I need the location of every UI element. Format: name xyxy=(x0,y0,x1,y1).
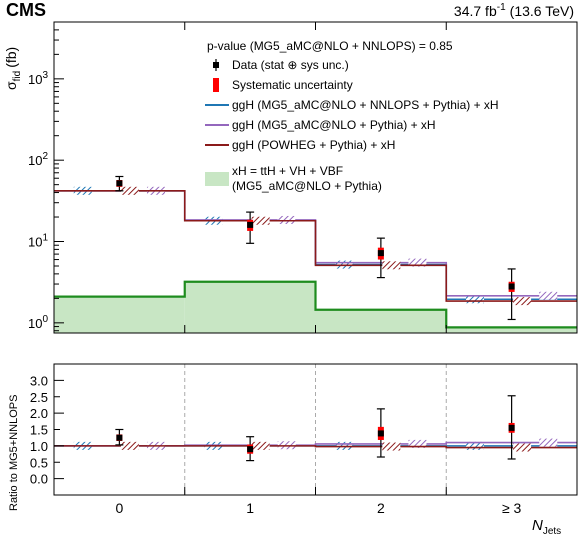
main-data-marker xyxy=(247,221,254,228)
powheg-uncertainty-box xyxy=(513,297,532,306)
ratio-mg5-uncertainty-box xyxy=(539,438,558,447)
legend-mg5-label: ggH (MG5_aMC@NLO + Pythia) + xH xyxy=(232,118,436,132)
ratio-data-marker xyxy=(247,446,254,453)
ratio-ylabel: Ratio to MG5+NNLOPS xyxy=(8,395,20,511)
ratio-powheg-uncertainty-box xyxy=(382,442,401,451)
legend-entry-xh: xH = ttH + VH + VBF (MG5_aMC@NLO + Pythi… xyxy=(205,164,382,193)
main-lines xyxy=(54,186,577,329)
main-ylabel-unit: (fb) xyxy=(3,47,19,68)
ratio-data-marker xyxy=(116,434,123,441)
legend-xh-swatch xyxy=(205,172,229,186)
lumi-value: 34.7 fb xyxy=(454,3,497,19)
mg5-uncertainty-box xyxy=(539,291,558,300)
cms-label: CMS xyxy=(6,0,46,20)
nnlops-uncertainty-box xyxy=(466,295,485,304)
main-markers xyxy=(115,175,516,321)
ratio-panel: 0.0 0.51.01.5 2.02.5 3.0 0 1 2 ≥ 3 Ratio to MG5… xyxy=(8,363,578,537)
legend-syst-label: Systematic uncertainty xyxy=(232,78,353,92)
legend-entry-powheg: ggH (POWHEG + Pythia) + xH xyxy=(205,138,395,152)
x-axis-label-main: N xyxy=(532,517,543,534)
main-fills xyxy=(54,281,577,333)
ratio-powheg-line xyxy=(54,445,577,449)
legend-nnlops-label: ggH (MG5_aMC@NLO + NNLOPS + Pythia) + xH xyxy=(232,98,499,112)
legend-xh-label: xH = ttH + VH + VBF xyxy=(232,164,343,178)
ratio-ticks: 0.0 0.51.01.5 2.02.5 3.0 0 1 2 ≥ 3 xyxy=(30,373,522,516)
legend-entry-mg5: ggH (MG5_aMC@NLO + Pythia) + xH xyxy=(205,118,436,132)
legend-syst-swatch xyxy=(213,78,219,92)
mg5-uncertainty-box xyxy=(408,258,427,267)
main-ytick-label: 102 xyxy=(28,151,48,168)
legend-powheg-label: ggH (POWHEG + Pythia) + xH xyxy=(232,138,395,152)
x-category-label: 0 xyxy=(115,500,123,516)
ratio-data-marker xyxy=(377,430,384,437)
legend-data-label: Data (stat ⊕ sys unc.) xyxy=(232,58,349,72)
ratio-nnlops-uncertainty-box xyxy=(466,441,485,450)
ratio-data-marker xyxy=(508,424,515,431)
ratio-ytick-label: 1.5 xyxy=(30,423,48,438)
main-ylabel: σfid (fb) xyxy=(3,47,23,90)
powheg-uncertainty-box xyxy=(382,261,401,270)
energy-label: (13.6 TeV) xyxy=(510,3,574,19)
main-ytick-label: 100 xyxy=(28,314,48,331)
ratio-markers xyxy=(115,395,516,462)
ratio-ytick-label: 0.0 xyxy=(30,472,48,487)
legend-xh-label-line2: (MG5_aMC@NLO + Pythia) xyxy=(232,179,382,193)
ratio-powheg-uncertainty-box xyxy=(513,443,532,452)
main-data-marker xyxy=(377,250,384,257)
ratio-ytick-label: 1.0 xyxy=(30,439,48,454)
ratio-ytick-label: 3.0 xyxy=(30,373,48,388)
x-axis-label-sub: Jets xyxy=(543,526,561,537)
legend-data-marker xyxy=(213,62,219,68)
ratio-grid xyxy=(184,364,447,495)
ratio-ytick-label: 2.0 xyxy=(30,406,48,421)
main-ylabel-symbol: σ xyxy=(3,81,19,90)
ratio-ytick-label: 2.5 xyxy=(30,390,48,405)
pvalue-annotation: p-value (MG5_aMC@NLO + NNLOPS) = 0.85 xyxy=(207,39,453,53)
ratio-powheg-uncertainty-box xyxy=(251,441,270,450)
xh-bar xyxy=(54,296,185,333)
legend-entry-data: Data (stat ⊕ sys unc.) xyxy=(213,58,349,72)
legend-entry-syst: Systematic uncertainty xyxy=(213,78,353,92)
powheg-line xyxy=(54,190,577,302)
legend-entry-nnlops: ggH (MG5_aMC@NLO + NNLOPS + Pythia) + xH xyxy=(205,98,499,112)
x-axis-label: NJets xyxy=(532,517,561,537)
main-data-marker xyxy=(116,180,123,187)
x-category-label: 2 xyxy=(377,500,385,516)
main-ytick-label: 101 xyxy=(28,233,48,250)
luminosity-label: 34.7 fb-1 (13.6 TeV) xyxy=(454,2,574,19)
powheg-uncertainty-box xyxy=(251,216,270,225)
ratio-ytick-label: 0.5 xyxy=(30,455,48,470)
ratio-mg5-uncertainty-box xyxy=(408,439,427,448)
legend: p-value (MG5_aMC@NLO + NNLOPS) = 0.85 Da… xyxy=(205,39,499,193)
powheg-uncertainty-box xyxy=(120,186,139,195)
x-category-label: 1 xyxy=(246,500,254,516)
main-ticks: 100 101 102 103 xyxy=(28,21,447,333)
xh-bar xyxy=(315,309,447,333)
xh-bar xyxy=(184,281,316,333)
xh-bar xyxy=(446,327,577,333)
ratio-powheg-uncertainty-box xyxy=(120,441,139,450)
ratio-lines xyxy=(54,438,577,452)
main-ylabel-sub: fid xyxy=(12,71,23,82)
lumi-exponent: -1 xyxy=(497,2,506,13)
main-panel: 100 101 102 103 σfid (fb) xyxy=(3,21,578,334)
main-ytick-label: 103 xyxy=(28,70,48,87)
xh-line xyxy=(54,280,577,329)
x-category-label: ≥ 3 xyxy=(502,500,522,516)
main-data-marker xyxy=(508,283,515,290)
